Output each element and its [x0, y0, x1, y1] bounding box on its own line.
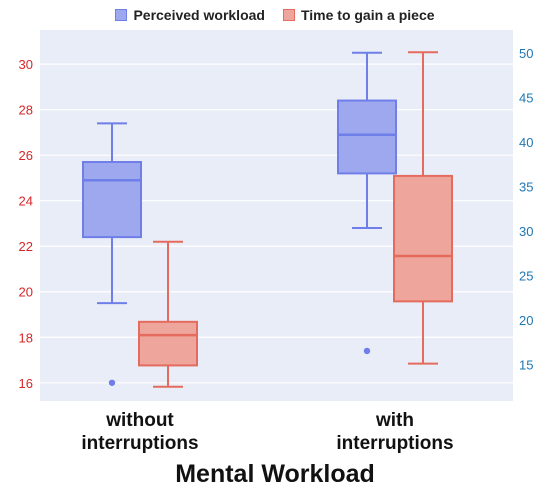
- left-tick-label: 18: [19, 330, 33, 345]
- right-tick-label: 45: [519, 91, 533, 106]
- box-time-to-gain-without[interactable]: [138, 240, 198, 388]
- x-axis-title: Mental Workload: [175, 460, 375, 488]
- legend-swatch-time-to-gain: [282, 9, 295, 21]
- box-iqr: [82, 161, 142, 239]
- legend-swatch-perceived-workload: [115, 9, 128, 21]
- right-tick-label: 40: [519, 135, 533, 150]
- right-axis-ticks: 15 20 25 30 35 40 45 50: [519, 46, 533, 372]
- left-tick-label: 28: [19, 103, 33, 118]
- outlier-point: [108, 379, 116, 386]
- outlier-point: [363, 347, 371, 355]
- legend-item-time-to-gain[interactable]: Time to gain a piece: [282, 7, 435, 23]
- legend-label-perceived-workload: Perceived workload: [133, 7, 265, 23]
- left-tick-label: 30: [19, 57, 33, 72]
- legend: Perceived workload Time to gain a piece: [0, 7, 550, 23]
- box-iqr: [393, 174, 453, 303]
- category-label-without: without interruptions: [81, 410, 199, 454]
- left-tick-label: 16: [19, 376, 33, 391]
- box-perceived-workload-without[interactable]: [82, 122, 142, 386]
- legend-label-time-to-gain: Time to gain a piece: [300, 7, 435, 23]
- box-series: [82, 51, 453, 388]
- left-tick-label: 20: [19, 285, 33, 300]
- left-tick-label: 26: [19, 148, 33, 163]
- box-time-to-gain-with[interactable]: [393, 51, 453, 365]
- right-tick-label: 50: [519, 46, 533, 61]
- right-tick-label: 25: [519, 269, 533, 284]
- grid-lines: [40, 63, 513, 384]
- left-tick-label: 22: [19, 239, 33, 254]
- box-iqr: [138, 320, 198, 367]
- box-iqr: [337, 99, 397, 175]
- left-axis-ticks: 16 18 20 22 24 26 28 30: [19, 57, 33, 391]
- right-tick-label: 15: [519, 358, 533, 373]
- right-tick-label: 20: [519, 313, 533, 328]
- right-tick-label: 30: [519, 224, 533, 239]
- left-tick-label: 24: [19, 194, 33, 209]
- box-perceived-workload-with[interactable]: [337, 51, 397, 355]
- category-label-with: with interruptions: [336, 410, 454, 454]
- legend-item-perceived-workload[interactable]: Perceived workload: [115, 7, 265, 23]
- right-tick-label: 35: [519, 180, 533, 195]
